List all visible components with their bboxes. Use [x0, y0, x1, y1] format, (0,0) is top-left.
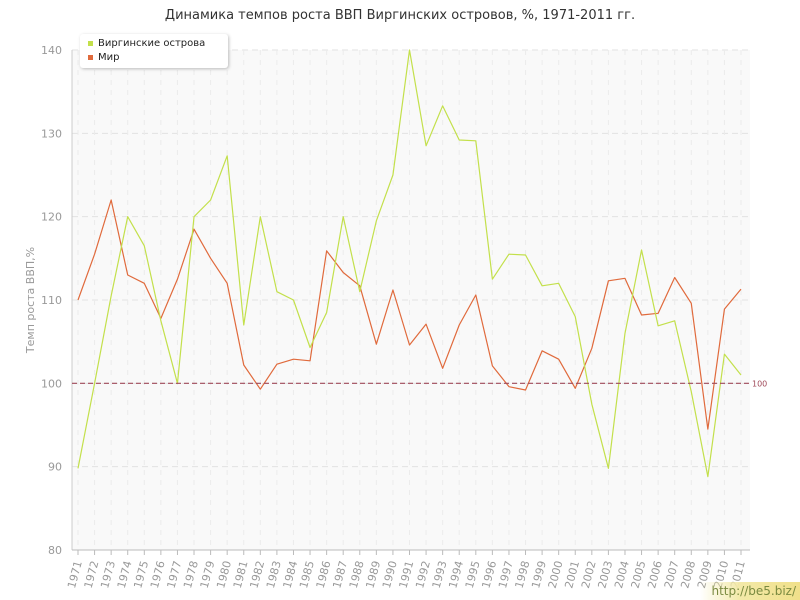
series-layer — [77, 49, 742, 478]
grid-layer — [72, 49, 750, 550]
series-line-2 — [77, 199, 742, 430]
reference-line-layer: 100 — [72, 379, 767, 388]
y-tick-label: 90 — [48, 461, 62, 474]
y-tick-label: 140 — [41, 44, 62, 57]
legend-item-series-1[interactable]: Виргинские острова — [88, 38, 205, 49]
watermark-link[interactable]: http://be5.biz/ — [700, 582, 800, 600]
reference-line-label: 100 — [752, 379, 767, 388]
legend-label: Виргинские острова — [98, 38, 206, 49]
legend: Виргинские острова Мир — [80, 34, 228, 68]
y-tick-label: 100 — [41, 377, 62, 390]
series-line-1 — [77, 49, 742, 478]
y-tick-label: 80 — [48, 544, 62, 557]
y-tick-label: 110 — [41, 294, 62, 307]
chart-title: Динамика темпов роста ВВП Виргинских ост… — [164, 8, 636, 23]
legend-label: Мир — [98, 52, 120, 63]
y-tick-label: 120 — [41, 211, 62, 224]
y-axis-label: Темп роста ВВП,% — [24, 247, 37, 354]
y-tick-label: 130 — [41, 127, 62, 140]
legend-swatch-icon — [88, 54, 93, 60]
legend-item-series-2[interactable]: Мир — [88, 52, 119, 63]
legend-swatch-icon — [88, 40, 93, 46]
